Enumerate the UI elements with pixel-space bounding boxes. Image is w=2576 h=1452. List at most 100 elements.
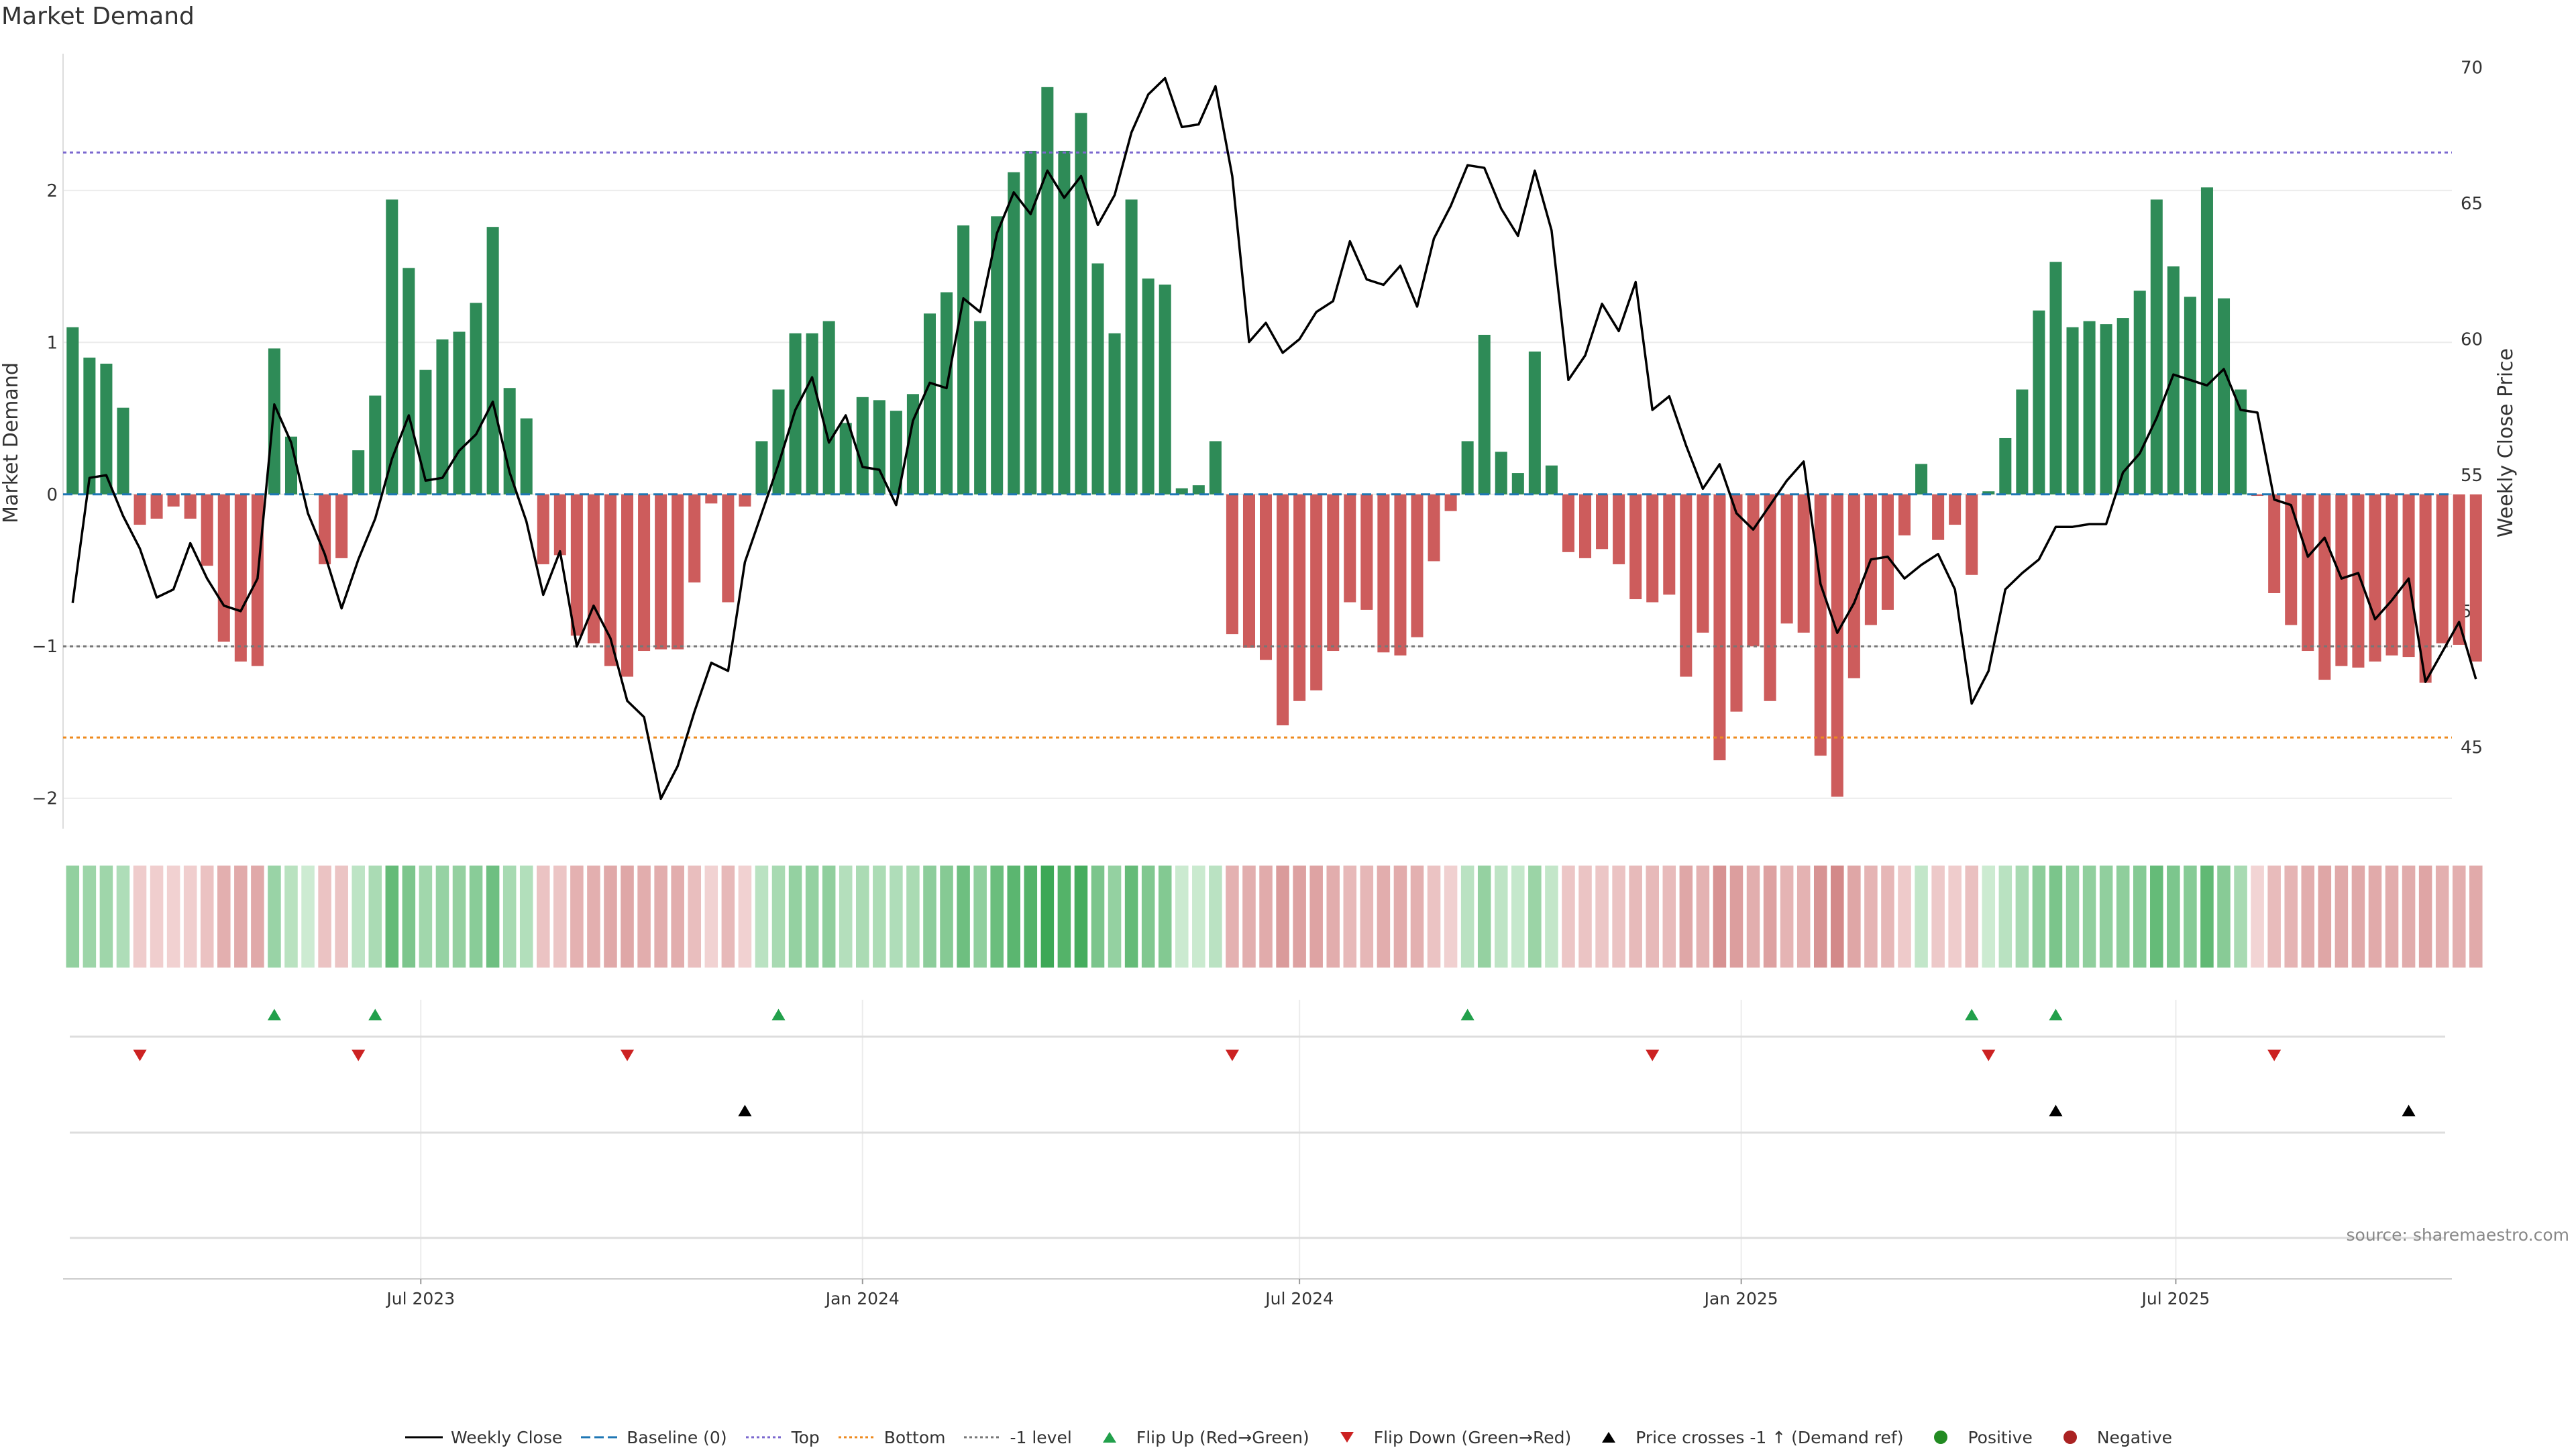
- y2-tick-label: 65: [2461, 194, 2483, 214]
- legend-glyph: [1102, 1432, 1116, 1443]
- demand-bar: [1108, 333, 1121, 495]
- demand-bar: [436, 339, 449, 495]
- heat-cell: [1578, 866, 1592, 968]
- heat-cell: [385, 866, 399, 968]
- heat-cell: [1427, 866, 1441, 968]
- demand-bar: [2335, 494, 2348, 666]
- heat-cell: [1864, 866, 1878, 968]
- heat-cell: [1124, 866, 1138, 968]
- heat-cell: [2402, 866, 2416, 968]
- demand-bar: [1041, 87, 1054, 495]
- legend-item-bottom: Bottom: [837, 1428, 945, 1447]
- heat-cell: [1595, 866, 1609, 968]
- y2-tick-label: 70: [2461, 58, 2483, 78]
- demand-bar: [655, 494, 667, 650]
- heat-cell: [1326, 866, 1340, 968]
- demand-bar: [335, 494, 348, 558]
- heat-cell: [66, 866, 80, 968]
- demand-bar: [1175, 488, 1188, 495]
- demand-bar: [739, 494, 751, 507]
- y2-tick-label: 55: [2461, 466, 2483, 486]
- demand-bar: [2385, 494, 2398, 656]
- heat-cell: [704, 866, 718, 968]
- demand-bar: [974, 321, 987, 495]
- heat-cell: [637, 866, 651, 968]
- y2-tick-label: 60: [2461, 330, 2483, 350]
- demand-bar: [2402, 494, 2415, 658]
- demand-bar: [1428, 494, 1440, 562]
- legend-glyph: [1340, 1432, 1354, 1443]
- demand-bar: [470, 303, 482, 495]
- heat-cell: [1780, 866, 1794, 968]
- heat-cell: [537, 866, 550, 968]
- demand-bar: [2150, 199, 2163, 495]
- heat-cell: [1158, 866, 1172, 968]
- heat-cell: [1915, 866, 1928, 968]
- heat-cell: [1847, 866, 1861, 968]
- heat-cell: [2049, 866, 2063, 968]
- demand-bar: [1327, 494, 1340, 652]
- demand-bar: [268, 348, 280, 495]
- heat-cell: [183, 866, 197, 968]
- demand-bar: [755, 441, 768, 495]
- demand-bar: [1579, 494, 1592, 558]
- demand-bar: [1949, 494, 1962, 525]
- x-tick-label: Jan 2025: [1703, 1289, 1778, 1308]
- demand-bar: [941, 292, 953, 495]
- price-cross-marker: [738, 1104, 752, 1117]
- heat-cell: [688, 866, 702, 968]
- heat-cell: [2167, 866, 2180, 968]
- flip-down-marker: [1225, 1049, 1239, 1061]
- legend-symbol-dot-icon: [964, 1436, 1002, 1439]
- demand-bar: [352, 450, 365, 495]
- chart-legend: Weekly Close Baseline (0) Top Bottom -1 leve…: [0, 1422, 2576, 1452]
- legend-item-flip-down: Flip Down (Green→Red): [1327, 1428, 1571, 1447]
- demand-bar: [705, 494, 718, 504]
- heat-cell: [335, 866, 348, 968]
- heat-cell: [1444, 866, 1458, 968]
- demand-bar: [604, 494, 617, 666]
- heat-cell: [2418, 866, 2432, 968]
- demand-bar: [1293, 494, 1306, 701]
- heat-cell: [1175, 866, 1189, 968]
- legend-symbol-circle-icon: [1934, 1431, 1948, 1444]
- legend-item-baseline: Baseline (0): [580, 1428, 727, 1447]
- heat-cell: [1410, 866, 1424, 968]
- y2-tick-label: 45: [2461, 737, 2483, 758]
- heat-cell: [1662, 866, 1676, 968]
- heat-cell: [1091, 866, 1105, 968]
- demand-bar: [2318, 494, 2331, 680]
- demand-bar: [1008, 172, 1020, 495]
- demand-bar: [1613, 494, 1625, 564]
- heat-cell: [402, 866, 416, 968]
- demand-bar: [234, 494, 247, 662]
- demand-bar: [83, 357, 96, 495]
- heat-cell: [268, 866, 281, 968]
- demand-bar: [1881, 494, 1894, 610]
- heat-cell: [973, 866, 987, 968]
- demand-bar: [402, 268, 415, 495]
- flip-down-marker: [1982, 1049, 1996, 1061]
- heat-cell: [671, 866, 684, 968]
- demand-bar: [1764, 494, 1776, 701]
- heat-cell: [502, 866, 517, 968]
- legend-item-weekly-close: Weekly Close: [404, 1428, 562, 1447]
- demand-bar: [2235, 389, 2247, 495]
- demand-bar: [772, 389, 785, 495]
- heat-cell: [1192, 866, 1205, 968]
- legend-item-minus-one: -1 level: [963, 1428, 1072, 1447]
- heat-cell: [1259, 866, 1273, 968]
- demand-bar: [2436, 494, 2449, 643]
- legend-symbol-circle-icon: [2063, 1431, 2077, 1444]
- heat-cell: [1360, 866, 1374, 968]
- price-cross-marker: [2049, 1104, 2063, 1117]
- demand-bar: [386, 199, 398, 495]
- heat-cell: [2032, 866, 2046, 968]
- heat-cell: [771, 866, 786, 968]
- heat-cell: [2217, 866, 2231, 968]
- demand-bar: [1713, 494, 1726, 761]
- demand-bar: [217, 494, 230, 642]
- heat-cell: [284, 866, 298, 968]
- legend-item-positive: Positive: [1921, 1428, 2033, 1447]
